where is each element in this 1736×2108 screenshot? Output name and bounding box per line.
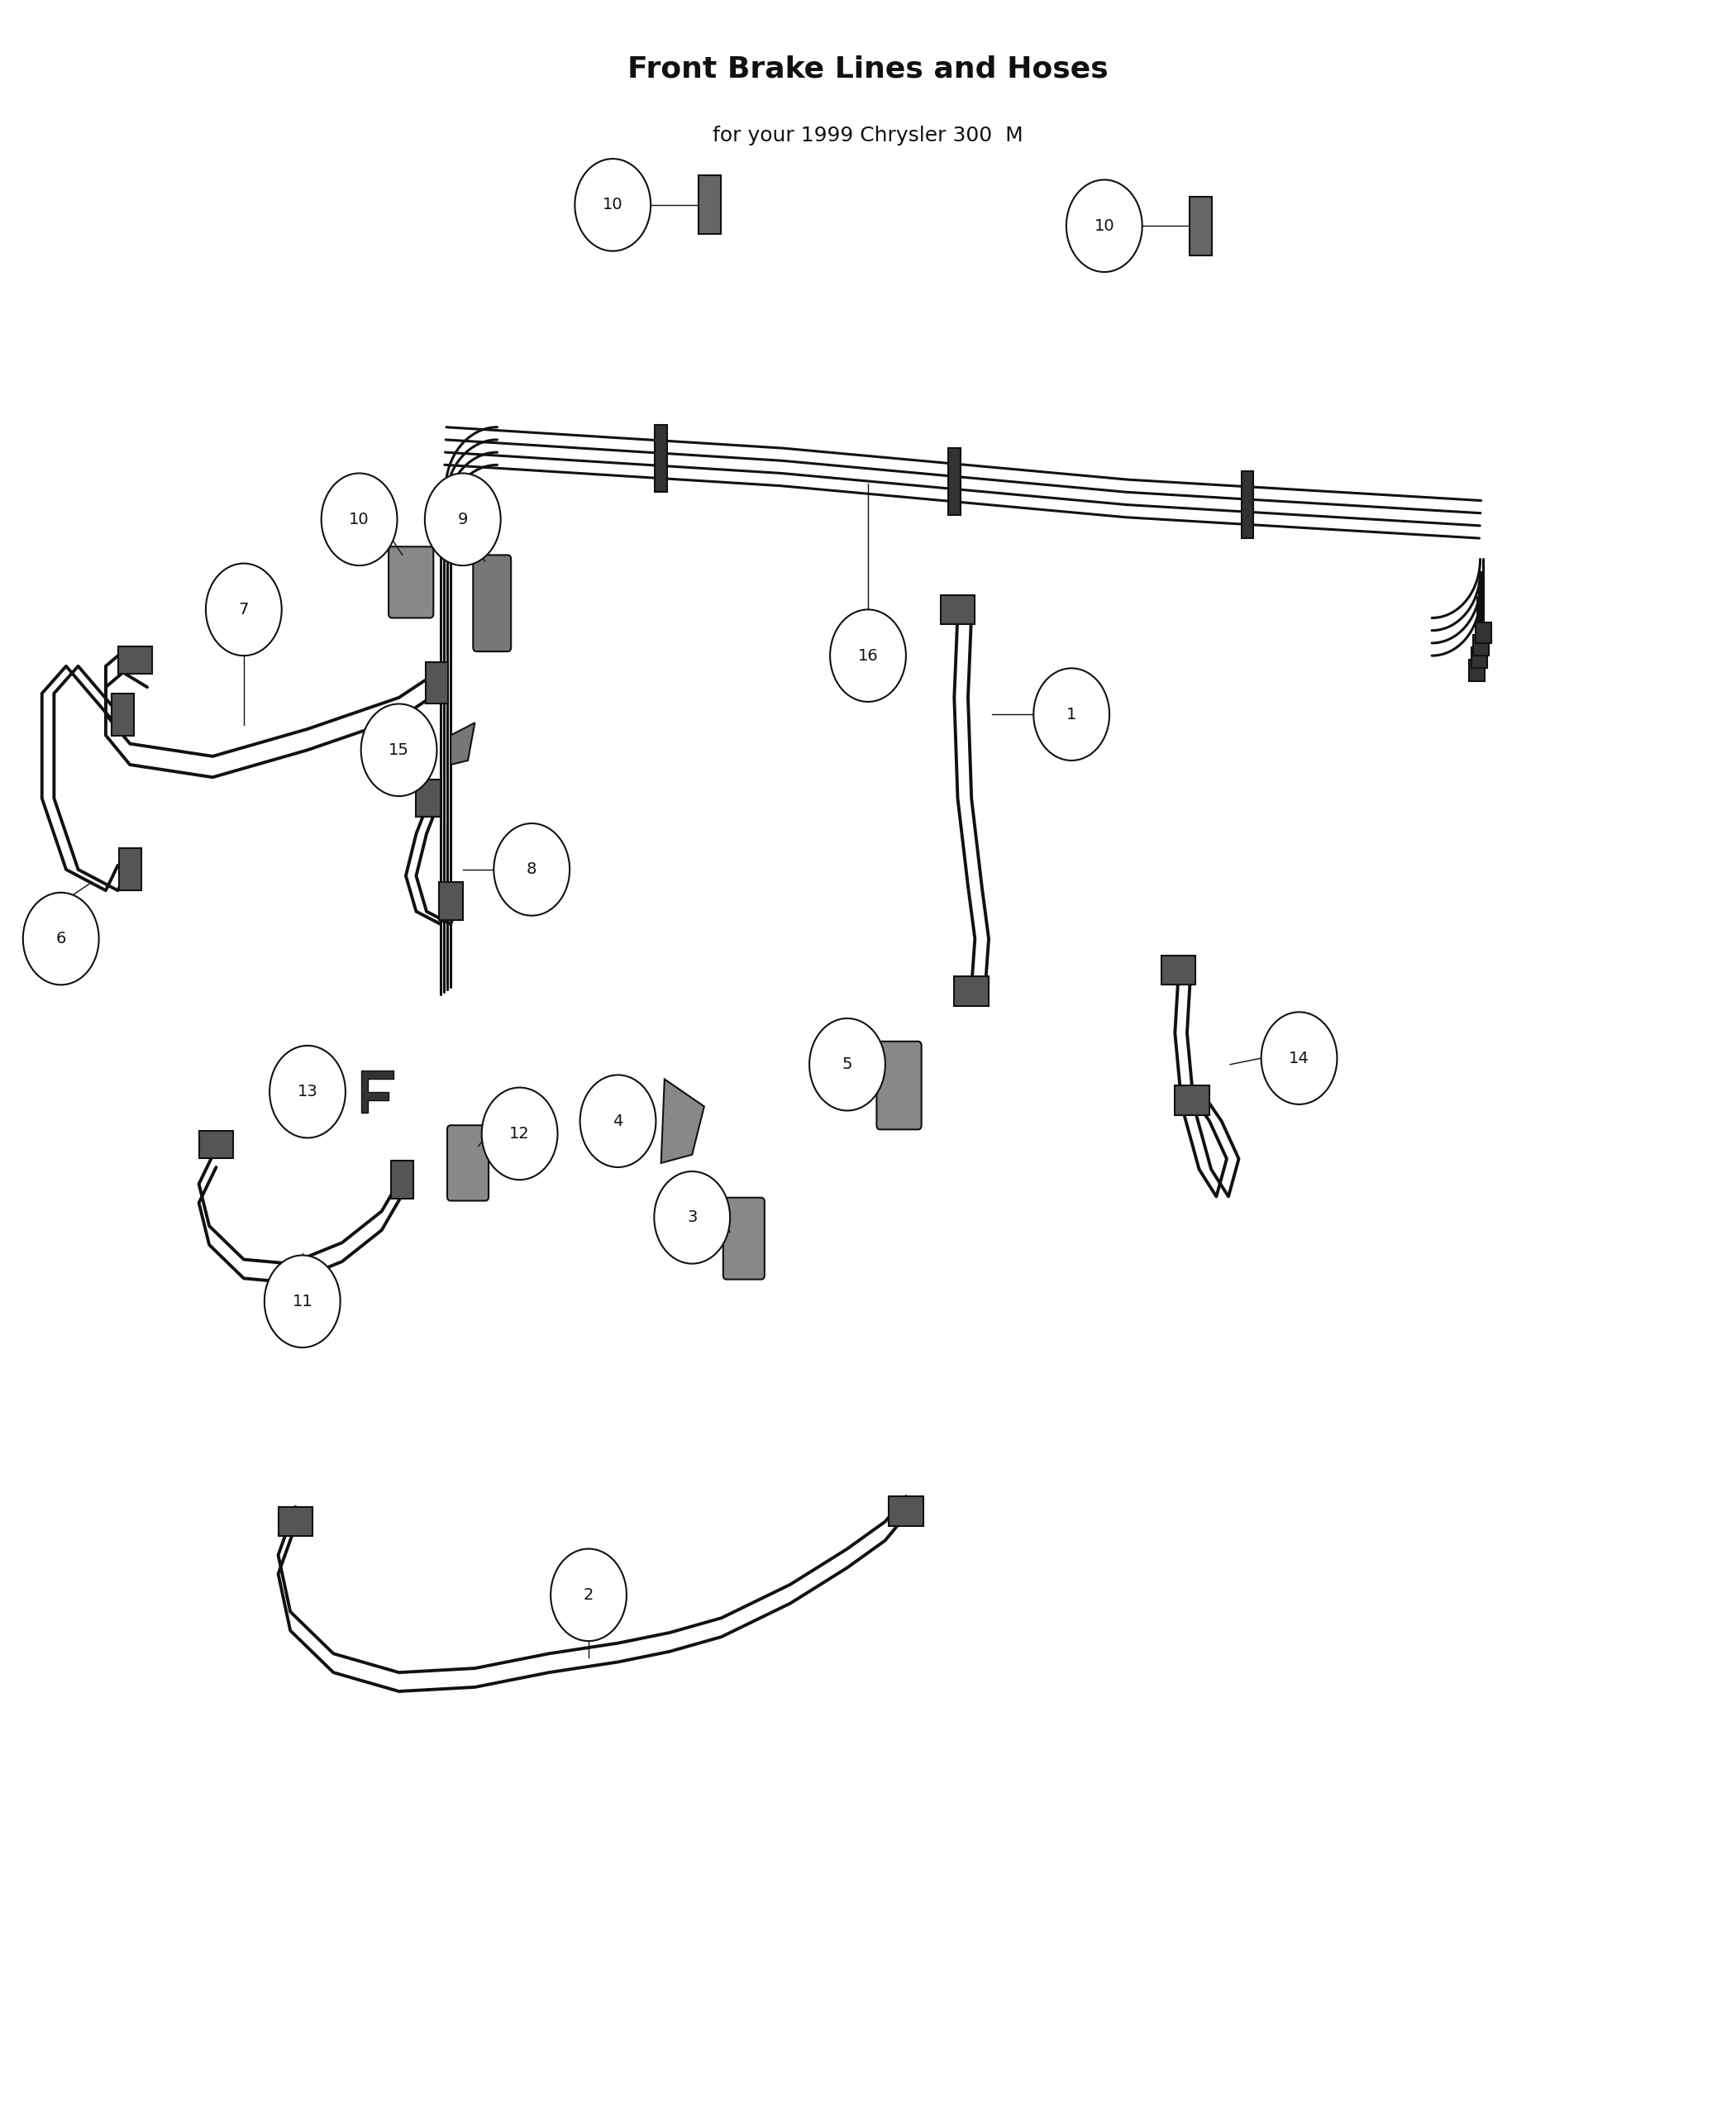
FancyBboxPatch shape [448,1126,488,1202]
Circle shape [321,474,398,565]
Bar [955,976,990,1006]
FancyBboxPatch shape [877,1041,922,1130]
Circle shape [575,158,651,251]
Bar [941,594,976,624]
Bar [417,780,441,818]
Circle shape [264,1254,340,1347]
Text: 10: 10 [1094,217,1115,234]
Circle shape [493,824,569,915]
Text: 7: 7 [238,601,248,618]
Bar [200,1130,233,1157]
Text: 4: 4 [613,1113,623,1130]
Text: 13: 13 [297,1084,318,1100]
Bar [948,449,960,514]
Bar [1175,1086,1210,1115]
Text: 16: 16 [858,647,878,664]
Text: 10: 10 [602,196,623,213]
Bar [698,175,720,234]
Circle shape [481,1088,557,1180]
Bar [425,662,448,704]
Bar [391,1162,413,1199]
Bar [439,881,464,919]
Text: 15: 15 [389,742,410,759]
Text: 6: 6 [56,932,66,946]
Circle shape [550,1549,627,1640]
Polygon shape [451,723,476,765]
Bar [654,426,667,491]
Circle shape [1260,1012,1337,1105]
Text: 11: 11 [292,1294,312,1309]
Bar [1161,955,1196,984]
Bar [118,647,153,672]
Bar [1474,635,1489,656]
FancyBboxPatch shape [724,1197,764,1280]
Text: 10: 10 [349,512,370,527]
Circle shape [1066,179,1142,272]
Circle shape [269,1046,345,1138]
Text: 2: 2 [583,1587,594,1602]
Text: 8: 8 [526,862,536,877]
Bar [118,850,141,890]
Text: 9: 9 [458,512,469,527]
Circle shape [654,1172,731,1263]
Circle shape [809,1018,885,1111]
Bar [1189,196,1212,255]
Circle shape [1033,668,1109,761]
Text: for your 1999 Chrysler 300  M: for your 1999 Chrysler 300 M [713,126,1023,145]
Bar [1469,660,1484,681]
FancyBboxPatch shape [389,546,434,618]
Circle shape [580,1075,656,1168]
Circle shape [830,609,906,702]
Bar [1241,472,1253,538]
Circle shape [425,474,500,565]
Circle shape [361,704,437,797]
Polygon shape [661,1079,705,1164]
Text: 5: 5 [842,1056,852,1073]
Circle shape [23,892,99,984]
Bar [1476,622,1491,643]
Text: Front Brake Lines and Hoses: Front Brake Lines and Hoses [627,55,1109,82]
Circle shape [207,563,281,656]
FancyBboxPatch shape [474,554,510,651]
Bar [889,1497,924,1526]
Text: 3: 3 [687,1210,698,1225]
Polygon shape [361,1071,394,1113]
Bar [1472,647,1488,668]
Text: 14: 14 [1288,1050,1309,1067]
Text: 1: 1 [1066,706,1076,723]
Bar [278,1507,312,1537]
Bar [111,694,134,736]
Text: 12: 12 [509,1126,529,1143]
